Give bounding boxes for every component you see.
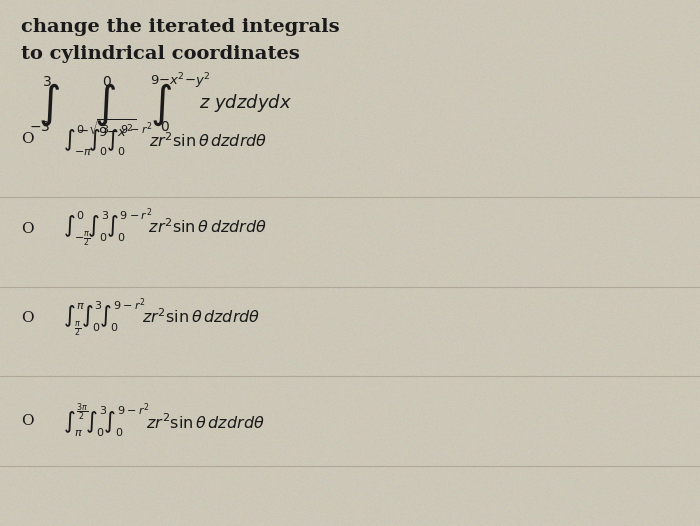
Text: $\int$: $\int$ (94, 82, 116, 128)
Text: O: O (21, 414, 34, 428)
Text: O: O (21, 311, 34, 325)
Text: O: O (21, 133, 34, 146)
Text: $-3$: $-3$ (29, 120, 50, 134)
Text: $3$: $3$ (42, 75, 52, 88)
Text: $z\ ydzdydx$: $z\ ydzdydx$ (199, 92, 293, 114)
Text: $0$: $0$ (102, 75, 111, 88)
Text: $9{-}x^2{-}y^2$: $9{-}x^2{-}y^2$ (150, 72, 211, 92)
Text: $\int_{-\frac{\pi}{2}}^{0}\!\int_0^3\!\int_0^{9-r^2}\! zr^2\sin\theta\, dzdrd\th: $\int_{-\frac{\pi}{2}}^{0}\!\int_0^3\!\i… (63, 207, 267, 250)
Text: change the iterated integrals: change the iterated integrals (21, 18, 340, 36)
Text: $\int$: $\int$ (38, 82, 60, 128)
Text: $\int_{-\pi}^{0}\!\int_0^3\!\int_0^{9-r^2}\! zr^2\sin\theta\, dzdrd\theta$: $\int_{-\pi}^{0}\!\int_0^3\!\int_0^{9-r^… (63, 120, 267, 159)
Text: $\int$: $\int$ (150, 82, 172, 128)
Text: $\int_{\frac{\pi}{2}}^{\pi}\!\int_0^3\!\int_0^{9-r^2}\! zr^2\sin\theta\, dzdrd\t: $\int_{\frac{\pi}{2}}^{\pi}\!\int_0^3\!\… (63, 297, 260, 340)
Text: to cylindrical coordinates: to cylindrical coordinates (21, 45, 300, 63)
Text: O: O (21, 222, 34, 236)
Text: $0$: $0$ (160, 120, 169, 134)
Text: $-\sqrt{9{-}x^2}$: $-\sqrt{9{-}x^2}$ (77, 118, 136, 139)
Text: $\int_{\pi}^{\frac{3\pi}{2}}\!\int_0^3\!\int_0^{9-r^2}\! zr^2\sin\theta\, dzdrd\: $\int_{\pi}^{\frac{3\pi}{2}}\!\int_0^3\!… (63, 401, 265, 440)
